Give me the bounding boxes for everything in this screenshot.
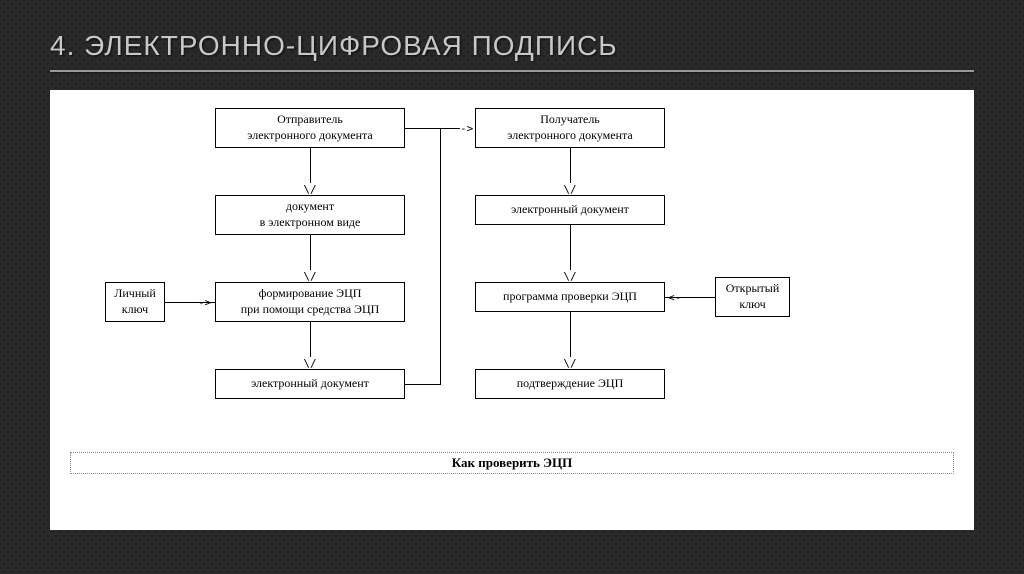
vline-6 xyxy=(440,128,441,384)
arrow-h-2: <- xyxy=(668,291,681,304)
vline-3 xyxy=(570,148,571,183)
node-form_ecp: формирование ЭЦПпри помощи средства ЭЦП xyxy=(215,282,405,322)
node-edoc_left: электронный документ xyxy=(215,369,405,399)
arrow-h-1: -> xyxy=(198,296,211,309)
arrow-h-0: -> xyxy=(460,122,473,135)
node-sender: Отправительэлектронного документа xyxy=(215,108,405,148)
arrow-down-3: \/ xyxy=(563,183,576,196)
arrow-down-1: \/ xyxy=(303,270,316,283)
diagram-panel: Отправительэлектронного документа докумен… xyxy=(50,90,974,530)
node-check_ecp: программа проверки ЭЦП xyxy=(475,282,665,312)
hline-0 xyxy=(405,128,460,129)
arrow-down-5: \/ xyxy=(563,357,576,370)
arrow-down-0: \/ xyxy=(303,183,316,196)
arrow-down-2: \/ xyxy=(303,357,316,370)
vline-0 xyxy=(310,148,311,183)
node-confirm: подтверждение ЭЦП xyxy=(475,369,665,399)
arrow-down-4: \/ xyxy=(563,270,576,283)
node-pub_key: Открытыйключ xyxy=(715,277,790,317)
vline-4 xyxy=(570,225,571,270)
slide-title: 4. ЭЛЕКТРОННО-ЦИФРОВАЯ ПОДПИСЬ xyxy=(50,30,974,62)
vline-1 xyxy=(310,235,311,270)
flowchart: Отправительэлектронного документа докумен… xyxy=(50,90,974,530)
node-doc_e: документв электронном виде xyxy=(215,195,405,235)
vline-2 xyxy=(310,322,311,357)
hline-1 xyxy=(405,384,441,385)
node-receiver: Получательэлектронного документа xyxy=(475,108,665,148)
node-edoc_right: электронный документ xyxy=(475,195,665,225)
slide: 4. ЭЛЕКТРОННО-ЦИФРОВАЯ ПОДПИСЬ Отправите… xyxy=(0,0,1024,574)
title-underline xyxy=(50,70,974,72)
node-priv_key: Личныйключ xyxy=(105,282,165,322)
caption: Как проверить ЭЦП xyxy=(70,452,954,474)
vline-5 xyxy=(570,312,571,357)
